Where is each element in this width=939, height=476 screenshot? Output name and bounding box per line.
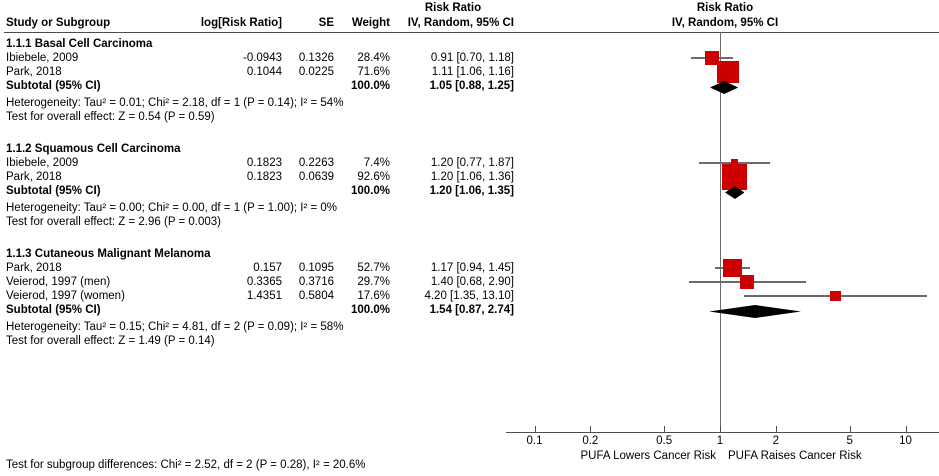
axis-tick <box>720 426 721 432</box>
study-log-rr: 0.1823 <box>246 171 282 183</box>
subgroup-heading: 1.1.3 Cutaneous Malignant Melanoma <box>6 248 211 260</box>
axis-tick <box>849 426 851 432</box>
subtotal-effect-ci: 1.20 [1.06, 1.35] <box>429 185 514 197</box>
study-weight: 52.7% <box>357 262 390 274</box>
study-log-rr: 0.1044 <box>246 66 282 78</box>
study-weight: 71.6% <box>357 66 390 78</box>
graph-header-rule <box>490 32 939 33</box>
heterogeneity-text: Heterogeneity: Tau² = 0.15; Chi² = 4.81,… <box>6 321 344 333</box>
null-effect-line <box>720 32 721 432</box>
study-effect-marker <box>722 164 748 190</box>
study-effect-ci: 1.40 [0.68, 2.90] <box>430 276 514 288</box>
subtotal-diamond <box>709 80 738 94</box>
axis-tick-label: 0.2 <box>582 435 599 447</box>
subtotal-weight: 100.0% <box>350 304 390 316</box>
study-effect-ci: 1.17 [0.94, 1.45] <box>430 262 514 274</box>
study-weight: 29.7% <box>357 276 390 288</box>
overall-effect-text: Test for overall effect: Z = 0.54 (P = 0… <box>6 111 215 123</box>
axis-tick <box>905 426 907 432</box>
subtotal-weight: 100.0% <box>350 185 390 197</box>
study-effect-ci: 4.20 [1.35, 13.10] <box>424 290 514 302</box>
table-header-rule <box>4 32 516 33</box>
study-se: 0.2263 <box>298 157 334 169</box>
axis-tick <box>775 426 777 432</box>
table-header-row: Study or Subgroup log[Risk Ratio] SE Wei… <box>0 17 520 31</box>
study-se: 0.5804 <box>298 290 334 302</box>
graph-title: Risk Ratio <box>696 2 754 14</box>
overall-effect-text: Test for overall effect: Z = 1.49 (P = 0… <box>6 335 215 347</box>
study-name: Ibiebele, 2009 <box>6 157 79 169</box>
study-se: 0.3716 <box>298 276 334 288</box>
subtotal-diamond <box>708 304 802 318</box>
subtotal-effect-ci: 1.54 [0.87, 2.74] <box>429 304 514 316</box>
study-effect-marker <box>731 159 739 167</box>
study-log-rr: 1.4351 <box>246 290 282 302</box>
study-effect-marker <box>717 60 740 83</box>
axis-tick-label: 10 <box>899 435 912 447</box>
header-study: Study or Subgroup <box>6 17 111 29</box>
overall-effect-text: Test for overall effect: Z = 2.96 (P = 0… <box>6 216 221 228</box>
subtotal-effect-ci: 1.05 [0.88, 1.25] <box>429 80 514 92</box>
heterogeneity-text: Heterogeneity: Tau² = 0.00; Chi² = 0.00,… <box>6 202 338 214</box>
subtotal-label: Subtotal (95% CI) <box>6 80 101 92</box>
study-name: Ibiebele, 2009 <box>6 52 79 64</box>
study-se: 0.0639 <box>298 171 334 183</box>
axis-tick-label: 0.5 <box>656 435 673 447</box>
header-se: SE <box>318 17 334 29</box>
study-weight: 17.6% <box>357 290 390 302</box>
study-log-rr: -0.0943 <box>242 52 282 64</box>
subgroup-heading: 1.1.2 Squamous Cell Carcinoma <box>6 143 181 155</box>
study-effect-ci: 1.20 [1.06, 1.36] <box>430 171 514 183</box>
axis-tick-label: 0.1 <box>526 435 543 447</box>
effect-col-title: Risk Ratio <box>424 2 482 14</box>
header-log-risk-ratio: log[Risk Ratio] <box>200 17 282 29</box>
x-axis-line <box>506 432 939 433</box>
axis-tick <box>534 426 536 432</box>
axis-tick <box>664 426 666 432</box>
subtotal-weight: 100.0% <box>350 80 390 92</box>
study-se: 0.0225 <box>298 66 334 78</box>
header-effect-sub: IV, Random, 95% CI <box>407 17 514 29</box>
study-name: Veierod, 1997 (men) <box>6 276 111 288</box>
heterogeneity-text: Heterogeneity: Tau² = 0.01; Chi² = 2.18,… <box>6 97 344 109</box>
study-name: Park, 2018 <box>6 262 62 274</box>
axis-label-left: PUFA Lowers Cancer Risk <box>580 450 717 462</box>
study-weight: 28.4% <box>357 52 390 64</box>
study-name: Park, 2018 <box>6 66 62 78</box>
study-effect-marker <box>740 274 755 290</box>
study-se: 0.1095 <box>298 262 334 274</box>
subtotal-label: Subtotal (95% CI) <box>6 185 101 197</box>
study-log-rr: 0.1823 <box>246 157 282 169</box>
axis-tick-label: 1 <box>716 435 724 447</box>
study-log-rr: 0.157 <box>253 262 282 274</box>
subgroup-heading: 1.1.1 Basal Cell Carcinoma <box>6 38 153 50</box>
study-name: Veierod, 1997 (women) <box>6 290 125 302</box>
study-effect-ci: 0.91 [0.70, 1.18] <box>430 52 514 64</box>
study-effect-marker <box>830 290 842 302</box>
axis-label-right: PUFA Raises Cancer Risk <box>728 450 862 462</box>
study-se: 0.1326 <box>298 52 334 64</box>
subtotal-diamond <box>724 185 745 199</box>
graph-subtitle: IV, Random, 95% CI <box>671 17 779 29</box>
axis-tick-label: 5 <box>846 435 853 447</box>
axis-tick-label: 2 <box>772 435 780 447</box>
study-effect-marker <box>723 258 743 278</box>
subtotal-label: Subtotal (95% CI) <box>6 304 101 316</box>
study-name: Park, 2018 <box>6 171 62 183</box>
header-weight: Weight <box>351 17 390 29</box>
axis-tick <box>590 426 592 432</box>
study-effect-ci: 1.11 [1.06, 1.16] <box>431 66 514 78</box>
study-weight: 7.4% <box>363 157 390 169</box>
study-weight: 92.6% <box>357 171 390 183</box>
study-effect-marker <box>705 51 720 65</box>
study-log-rr: 0.3365 <box>246 276 282 288</box>
study-effect-ci: 1.20 [0.77, 1.87] <box>430 157 514 169</box>
forest-graph: 0.1 0.2 0.5 1 2 5 10 PUFA Lowers Cancer Risk P… <box>490 0 939 476</box>
subgroup-differences-test: Test for subgroup differences: Chi² = 2.… <box>6 459 366 471</box>
